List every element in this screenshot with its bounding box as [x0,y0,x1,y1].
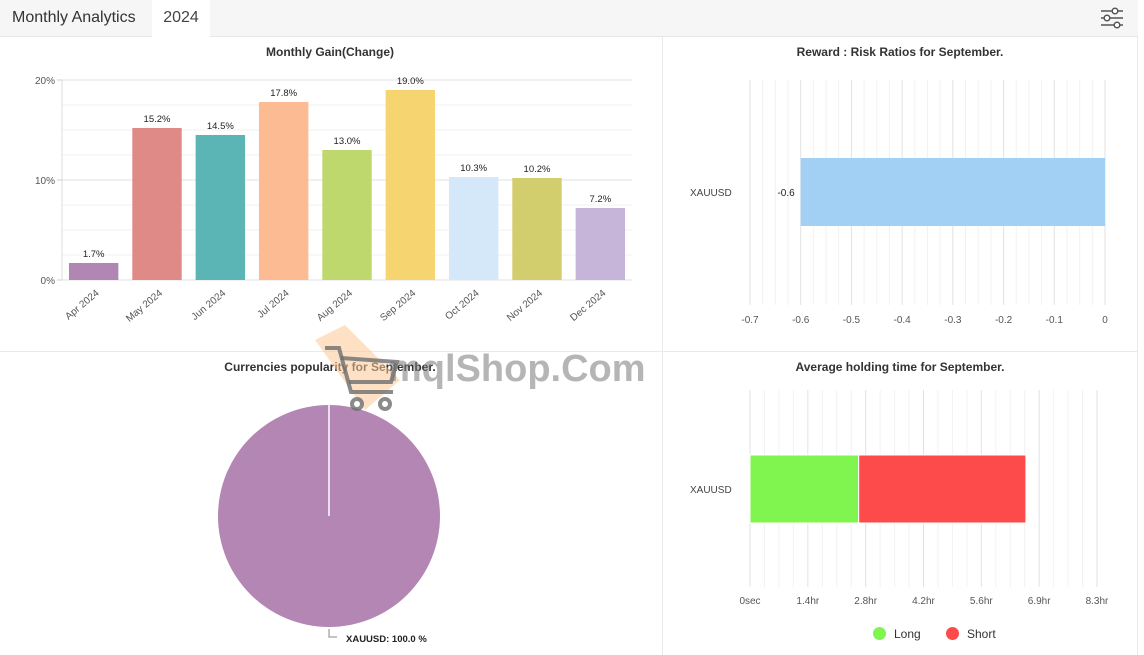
legend-short-label: Short [967,627,996,641]
watermark-text: mqlShop.Com [388,348,646,390]
tab-monthly-analytics[interactable]: Monthly Analytics [12,9,136,26]
x-tick-label: -0.4 [894,315,912,326]
bar-value-label: -0.6 [777,188,795,199]
bar-value-label: 15.2% [144,114,171,125]
bar-segment-short [858,454,1027,524]
holding-time-title: Average holding time for September. [795,360,1005,374]
currencies-pie-chart: XAUUSD: 100.0 % [218,405,440,645]
reward-risk-chart: -0.7 -0.6 -0.5 -0.4 -0.3 -0.2 -0.1 0 -0.6 XAUUSD [690,80,1108,326]
x-tick-label: -0.6 [792,315,810,326]
legend-long-swatch [873,627,886,640]
x-tick-label: May 2024 [124,288,165,325]
x-tick-label: 0sec [739,596,760,607]
right-border [1137,37,1138,655]
x-tick-label: 1.4hr [796,596,819,607]
x-tick-label: -0.5 [843,315,861,326]
bar-may-2024 [132,128,182,280]
holding-time-chart: 0sec 1.4hr 2.8hr 4.2hr 5.6hr 6.9hr 8.3hr XAUUSD [690,390,1109,607]
bar-value-label: 1.7% [83,249,105,260]
horizontal-divider [0,351,1138,352]
bar-value-label: 10.2% [524,164,551,175]
x-tick-label: 2.8hr [854,596,877,607]
x-tick-label: Dec 2024 [568,288,608,324]
bar-value-label: 10.3% [460,163,487,174]
monthly-gain-chart: 0% 10% 20% 1.7% Apr 2024 15.2% May 2024 14.5% Ju… [35,76,632,325]
tab-year-2024[interactable]: 2024 [152,0,210,37]
x-tick-label: -0.7 [741,315,759,326]
vertical-divider [662,37,663,655]
x-tick-label: Aug 2024 [315,288,355,324]
x-tick-label: 5.6hr [970,596,993,607]
bar-value-label: 13.0% [334,136,361,147]
y-tick-label: 0% [41,276,56,287]
shopping-cart-icon [305,320,405,425]
x-tick-label: 6.9hr [1028,596,1051,607]
bar-segment-long [749,454,860,524]
x-tick-label: 4.2hr [912,596,935,607]
bar-dec-2024 [575,208,626,280]
bar-aug-2024 [322,150,372,280]
x-tick-label: Jun 2024 [190,288,229,323]
analytics-header: Monthly Analytics 2024 [0,0,1138,37]
x-tick-label: -0.2 [995,315,1013,326]
y-tick-label: 10% [35,176,55,187]
y-tick-label: 20% [35,76,55,87]
x-tick-label: Jul 2024 [256,288,292,321]
y-category-label: XAUUSD [690,485,732,496]
bar-jun-2024 [195,135,246,280]
bar-value-label: 14.5% [207,121,234,132]
filter-button[interactable] [1098,4,1126,32]
bar-value-label: 17.8% [270,88,297,99]
x-tick-label: -0.3 [944,315,962,326]
reward-risk-title: Reward : Risk Ratios for September. [796,45,1004,59]
legend-long-label: Long [894,627,921,641]
sliders-icon [1101,7,1123,29]
x-tick-label: Oct 2024 [443,288,481,323]
x-tick-label: Sep 2024 [378,288,418,324]
bar-value-label: 19.0% [397,76,424,87]
bar-jul-2024 [258,102,309,280]
y-category-label: XAUUSD [690,188,732,199]
x-tick-label: -0.1 [1046,315,1064,326]
bar-value-label: 7.2% [590,194,612,205]
x-tick-label: Apr 2024 [63,288,101,323]
monthly-gain-title: Monthly Gain(Change) [266,45,394,59]
bar-sep-2024 [385,90,436,280]
pie-label-connector [328,629,337,638]
x-tick-label: 8.3hr [1086,596,1109,607]
bar-xauusd [800,158,1105,226]
legend-short-swatch [946,627,959,640]
bar-nov-2024 [512,178,562,280]
legend-short[interactable]: Short [946,627,996,641]
x-tick-label: Nov 2024 [505,288,545,324]
bar-apr-2024 [68,263,119,280]
legend-long[interactable]: Long [873,627,921,641]
bar-oct-2024 [448,177,499,280]
pie-slice-label: XAUUSD: 100.0 % [346,634,427,645]
x-tick-label: 0 [1102,315,1108,326]
